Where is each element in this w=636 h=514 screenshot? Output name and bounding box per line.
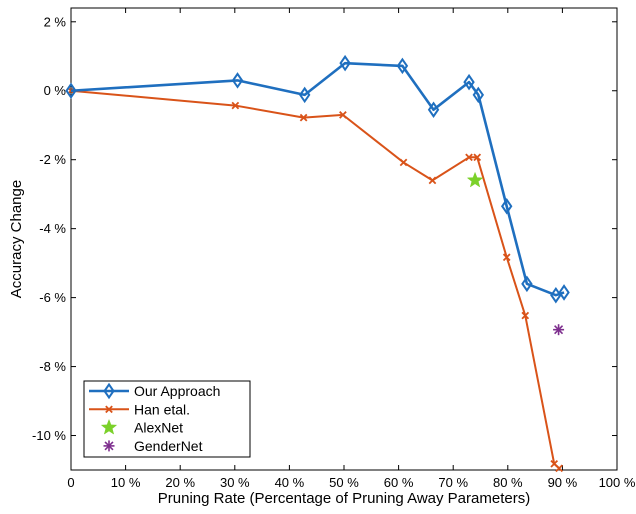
legend-item: GenderNet [103,438,203,454]
x-tick-label: 30 % [220,475,250,490]
x-tick-label: 40 % [275,475,305,490]
data-point [465,153,473,162]
x-tick-label: 0 [67,475,74,490]
series-gendernet [553,324,565,336]
data-point [231,72,244,89]
series-alexnet [466,171,484,188]
legend-label: Han etal. [134,401,190,417]
data-point [298,86,311,104]
y-tick-label: -4 % [39,221,66,236]
data-point [299,113,308,122]
data-point [339,54,351,72]
data-point [502,253,511,262]
x-tick-label: 20 % [165,475,195,490]
legend-item: Han etal. [89,401,190,417]
legend-marker [105,405,113,414]
series-layer [65,54,570,473]
data-point [399,158,408,167]
series-line [70,89,560,470]
x-tick-label: 100 % [599,475,636,490]
legend-label: GenderNet [134,438,203,454]
data-point [463,73,475,91]
legend-item: AlexNet [100,418,183,436]
data-point [65,82,77,100]
legend: Our Approach Han etal. AlexNet GenderNet [83,380,251,458]
x-tick-label: 70 % [438,475,468,490]
data-point [521,275,533,293]
axis-tick-labels: 0 10 % 20 % 30 % 40 % 50 % 60 % 70 % 80 % 90 % 100… [32,14,636,490]
legend-marker [100,418,118,435]
y-tick-label: -8 % [39,359,66,374]
x-tick-label: 80 % [493,475,523,490]
x-tick-label: 60 % [384,475,414,490]
x-tick-label: 90 % [548,475,578,490]
y-tick-label: 0 % [44,83,67,98]
legend-label: AlexNet [134,420,183,436]
y-tick-label: -6 % [39,290,66,305]
y-tick-label: -10 % [32,428,66,443]
y-axis-title: Accuracy Change [8,180,25,298]
data-point [428,176,437,185]
data-point [396,57,409,75]
y-tick-label: 2 % [44,14,67,29]
x-axis-title: Pruning Rate (Percentage of Pruning Away… [158,490,530,507]
data-point [521,311,530,320]
legend-marker [103,440,115,452]
y-tick-label: -2 % [39,152,66,167]
axis-ticks [70,8,618,470]
series-our-approach [65,54,570,304]
data-point [553,324,565,336]
data-point [466,171,484,188]
data-point [558,284,570,301]
data-point [472,86,485,104]
data-point [427,101,440,118]
data-point [555,464,563,473]
data-point [473,153,482,162]
data-point [231,101,240,110]
legend-label: Our Approach [134,383,220,399]
data-point [500,197,513,215]
x-tick-label: 10 % [111,475,141,490]
series-line [70,61,565,297]
data-point [339,111,347,119]
legend-item: Our Approach [89,382,220,400]
legend-marker [103,382,115,400]
x-tick-label: 50 % [329,475,359,490]
